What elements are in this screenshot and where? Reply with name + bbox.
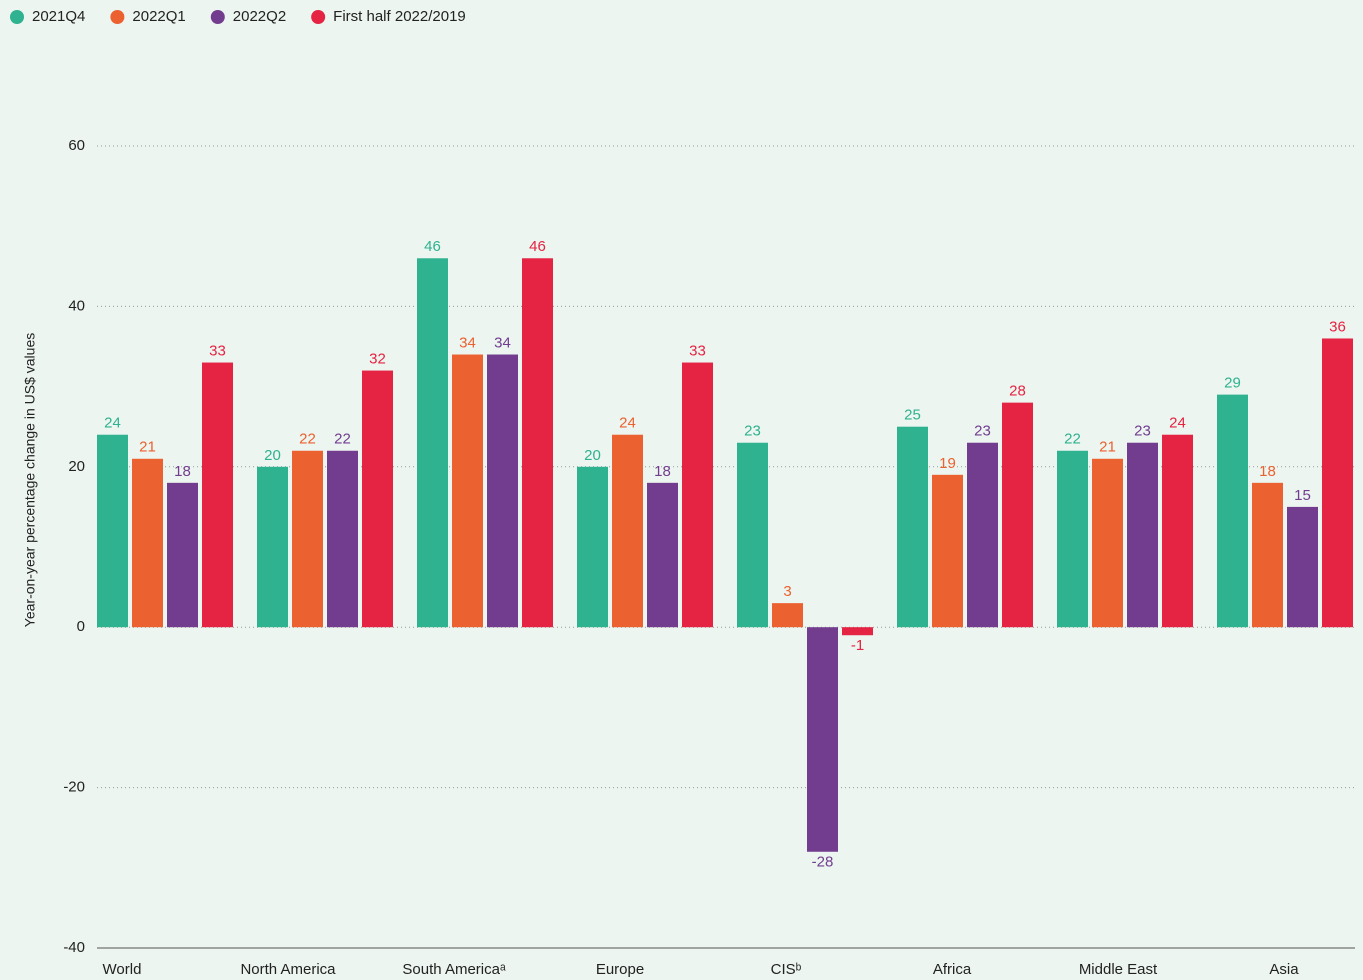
y-axis-label: Year-on-year percentage change in US$ va… xyxy=(22,333,38,627)
x-tick-label: World xyxy=(103,961,142,978)
bar xyxy=(1127,442,1158,628)
bar xyxy=(897,426,928,628)
bar xyxy=(1217,394,1248,628)
value-label: 18 xyxy=(1259,463,1276,480)
bar xyxy=(647,482,678,628)
bar xyxy=(1092,458,1123,628)
value-label: -1 xyxy=(851,637,864,654)
value-label: 32 xyxy=(369,351,386,368)
value-label: 21 xyxy=(1099,439,1116,456)
legend-marker xyxy=(311,10,326,24)
x-tick-label: North America xyxy=(240,961,336,978)
y-tick-label: 60 xyxy=(68,137,85,154)
value-label: 18 xyxy=(654,463,671,480)
bar xyxy=(1322,338,1353,628)
value-label: 36 xyxy=(1329,318,1346,335)
bar xyxy=(1162,434,1193,628)
bar xyxy=(932,474,963,628)
bar xyxy=(167,482,198,628)
legend-label: 2021Q4 xyxy=(32,8,85,25)
value-label: 20 xyxy=(584,447,601,464)
legend-label: 2022Q2 xyxy=(233,8,286,25)
bar xyxy=(1057,450,1088,628)
value-label: -28 xyxy=(812,854,834,871)
bar xyxy=(97,434,128,628)
x-tick-label: Asia xyxy=(1269,961,1299,978)
value-label: 22 xyxy=(1064,431,1081,448)
y-tick-label: 40 xyxy=(68,297,85,314)
y-tick-label: -40 xyxy=(63,939,85,956)
bar xyxy=(1002,402,1033,628)
value-label: 20 xyxy=(264,447,281,464)
value-label: 24 xyxy=(1169,415,1186,432)
bar xyxy=(612,434,643,628)
value-label: 24 xyxy=(619,415,636,432)
bar xyxy=(452,354,483,628)
bar xyxy=(967,442,998,628)
value-label: 22 xyxy=(299,431,316,448)
value-label: 34 xyxy=(459,334,476,351)
bar xyxy=(737,442,768,628)
bar xyxy=(417,258,448,628)
value-label: 33 xyxy=(689,343,706,360)
value-label: 46 xyxy=(529,238,546,255)
value-label: 29 xyxy=(1224,375,1241,392)
bar xyxy=(842,627,873,636)
bar xyxy=(1252,482,1283,628)
value-label: 19 xyxy=(939,455,956,472)
value-label: 23 xyxy=(1134,423,1151,440)
legend-marker xyxy=(110,10,125,24)
bar xyxy=(202,362,233,628)
value-label: 18 xyxy=(174,463,191,480)
value-label: 25 xyxy=(904,407,921,424)
bar xyxy=(807,627,838,852)
value-label: 23 xyxy=(744,423,761,440)
x-tick-label: South Americaᵃ xyxy=(402,961,506,978)
bar xyxy=(132,458,163,628)
value-label: 28 xyxy=(1009,383,1026,400)
legend-marker xyxy=(210,10,225,24)
legend-label: First half 2022/2019 xyxy=(333,8,466,25)
x-tick-label: CISᵇ xyxy=(771,961,802,978)
value-label: 22 xyxy=(334,431,351,448)
x-tick-label: Europe xyxy=(596,961,644,978)
value-label: 15 xyxy=(1294,487,1311,504)
bar xyxy=(327,450,358,628)
value-label: 3 xyxy=(783,583,791,600)
bar xyxy=(362,370,393,628)
bar xyxy=(522,258,553,628)
value-label: 24 xyxy=(104,415,121,432)
x-tick-label: Africa xyxy=(933,961,972,978)
value-label: 33 xyxy=(209,343,226,360)
y-tick-label: 0 xyxy=(77,618,85,635)
bar xyxy=(577,466,608,628)
bar xyxy=(257,466,288,628)
bar xyxy=(682,362,713,628)
bar xyxy=(292,450,323,628)
y-tick-label: -20 xyxy=(63,779,85,796)
y-tick-label: 20 xyxy=(68,458,85,475)
value-label: 23 xyxy=(974,423,991,440)
x-tick-label: Middle East xyxy=(1079,961,1158,978)
legend-label: 2022Q1 xyxy=(132,8,185,25)
value-label: 21 xyxy=(139,439,156,456)
legend-marker xyxy=(10,10,24,24)
bar xyxy=(1287,506,1318,628)
bar xyxy=(487,354,518,628)
value-label: 34 xyxy=(494,334,511,351)
bar xyxy=(772,603,803,628)
value-label: 46 xyxy=(424,238,441,255)
